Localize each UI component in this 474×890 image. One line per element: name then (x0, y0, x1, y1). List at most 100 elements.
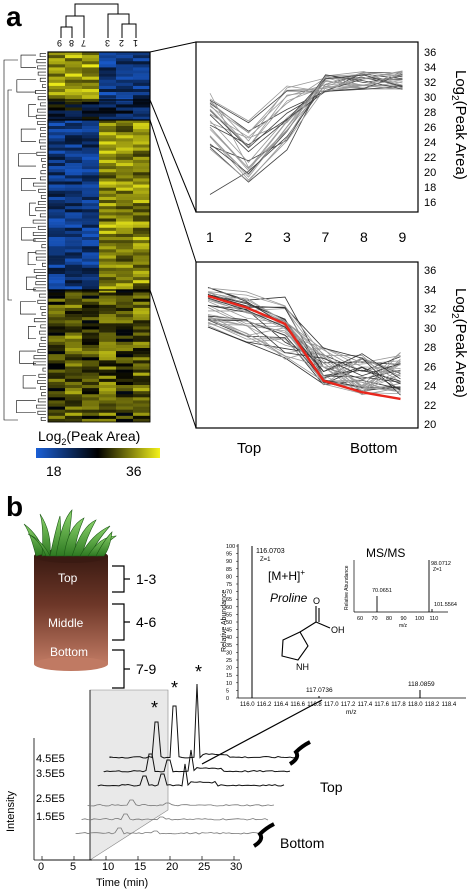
heatmap-cell (99, 375, 117, 380)
heatmap-cell (65, 249, 83, 253)
heatmap-cell (133, 344, 151, 349)
heatmap-cell (99, 196, 117, 201)
heatmap-cell (65, 150, 83, 155)
heatmap-cell (99, 391, 117, 395)
heatmap-cell (133, 89, 151, 93)
heatmap-cell (99, 360, 117, 364)
heatmap-cell (82, 338, 100, 343)
heatmap-cell (65, 172, 83, 176)
heatmap-cell (99, 73, 117, 77)
heatmap-cell (82, 311, 100, 315)
heatmap-cell (48, 55, 66, 59)
soil-core: Top Middle Bottom (23, 509, 117, 671)
ms-x-tick: 116.2 (257, 702, 272, 708)
heatmap-cell (116, 159, 134, 164)
heatmap-cell (99, 338, 117, 343)
heatmap-cell (116, 307, 134, 312)
heatmap-cell (65, 92, 83, 96)
heatmap-cell (48, 394, 66, 398)
heatmap-cell (133, 58, 151, 62)
heatmap-cell (48, 218, 66, 222)
heatmap-cell (48, 317, 66, 321)
heatmap-cell (48, 172, 66, 176)
heatmap-cell (48, 138, 66, 142)
heatmap-cell (82, 159, 100, 164)
heatmap-cell (133, 178, 151, 182)
heatmap-cell (116, 277, 134, 281)
structure-nh: NH (296, 662, 309, 672)
heatmap-cell (82, 166, 100, 170)
heatmap-cell (82, 138, 100, 142)
chromatogram-x-tick: 10 (102, 861, 114, 873)
chromatogram-trace (87, 799, 275, 807)
heatmap-cell (99, 104, 117, 108)
heatmap-cell (116, 388, 134, 392)
heatmap-cell (116, 212, 134, 216)
heatmap-cell (82, 326, 100, 330)
heatmap-cell (82, 283, 100, 287)
heatmap-cell (99, 267, 117, 272)
heatmap-cell (82, 388, 100, 392)
heatmap-cell (99, 314, 117, 318)
heatmap-cell (82, 82, 100, 87)
heatmap-cell (65, 141, 83, 145)
heatmap-cell (133, 341, 151, 346)
top-line-plot-lines (209, 70, 403, 195)
heatmap-cell (116, 341, 134, 346)
heatmap-cell (65, 237, 83, 241)
heatmap-cell (99, 101, 117, 105)
heatmap-cell (82, 129, 100, 133)
heatmap-cell (48, 403, 66, 407)
heatmap-cell (48, 104, 66, 108)
ms-y-tick: 75 (226, 582, 232, 588)
heatmap-cell (133, 196, 151, 201)
heatmap-cell (65, 206, 83, 210)
heatmap-cell (82, 360, 100, 364)
top-line-plot-frame (195, 41, 419, 213)
heatmap-cell (48, 372, 66, 377)
heatmap-cell (82, 122, 100, 127)
heatmap-cell (116, 378, 134, 383)
chromatogram-trace (103, 749, 291, 773)
msms-x-tick: 70 (372, 616, 378, 622)
heatmap-cell (133, 85, 151, 90)
heatmap-cell (82, 119, 100, 124)
heatmap-cell (65, 200, 83, 204)
heatmap-cell (48, 129, 66, 133)
heatmap-cell (99, 76, 117, 81)
heatmap-cell (48, 283, 66, 287)
heatmap-cell (82, 286, 100, 290)
heatmap-cell (133, 246, 151, 250)
ms-y-tick: 90 (226, 559, 232, 565)
heatmap-cell (116, 193, 134, 198)
colorbar-max: 36 (126, 463, 142, 479)
heatmap-cell (65, 270, 83, 275)
heatmap-cell (116, 101, 134, 105)
heatmap-cell (48, 406, 66, 410)
heatmap-cell (48, 418, 66, 423)
heatmap-cell (48, 335, 66, 340)
heatmap-cell (116, 172, 134, 176)
heatmap-cell (133, 415, 151, 420)
heatmap-cell (82, 135, 100, 139)
heatmap-cell (133, 129, 151, 133)
msms-x-tick: 90 (401, 616, 407, 622)
heatmap-cell (82, 196, 100, 201)
heatmap-cell (99, 301, 117, 306)
heatmap-cell (99, 240, 117, 244)
heatmap-cell (48, 381, 66, 386)
heatmap-cell (82, 70, 100, 74)
heatmap-cell (65, 280, 83, 284)
heatmap-cell (116, 304, 134, 309)
heatmap-cell (82, 175, 100, 179)
heatmap-cell (65, 107, 83, 111)
heatmap-cell (48, 230, 66, 235)
ms-x-tick: 116.8 (307, 702, 322, 708)
ion-label: [M+H]+ (268, 568, 305, 583)
heatmap-cell (133, 381, 151, 386)
top-plot-y-tick: 22 (424, 152, 436, 164)
heatmap-cell (99, 329, 117, 333)
heatmap-cell (116, 372, 134, 377)
heatmap-cell (116, 255, 134, 259)
core-layer-middle: Middle (48, 616, 84, 630)
